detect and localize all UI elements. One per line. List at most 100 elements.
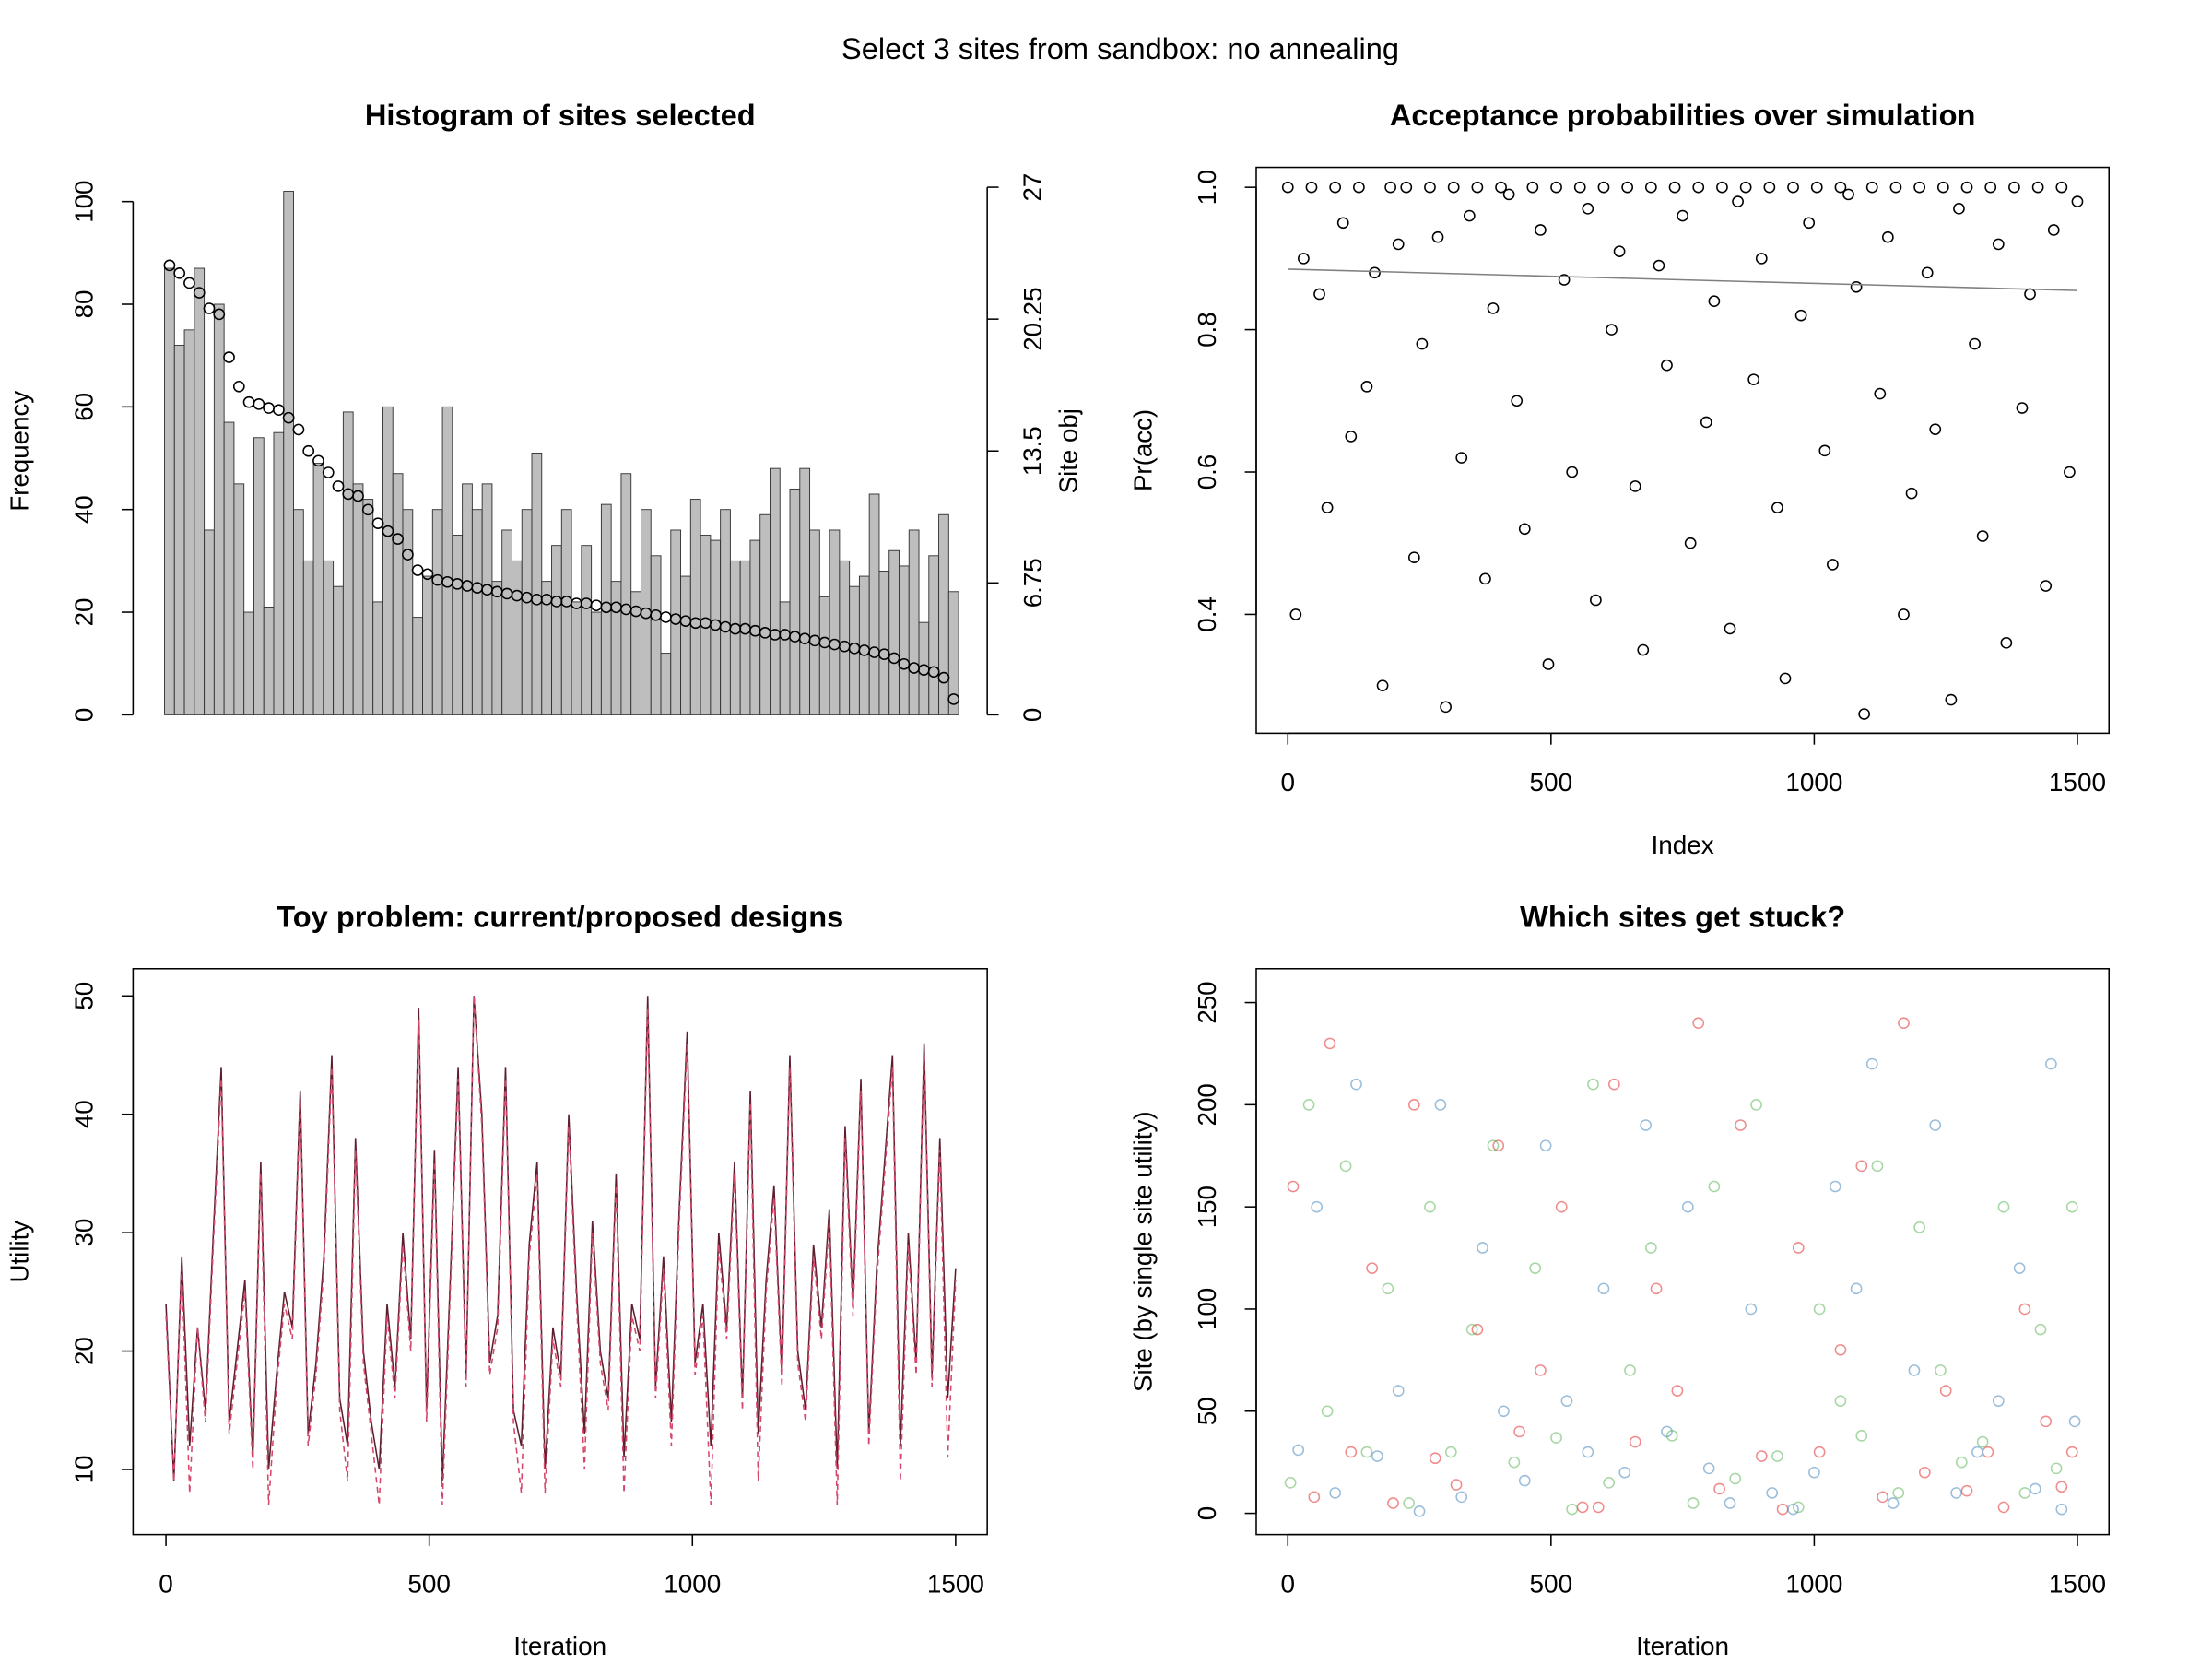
point (371, 517, 384, 529)
point (1692, 181, 1705, 194)
y-axis-label: Frequency (6, 391, 34, 512)
point (1871, 1160, 1884, 1173)
point (1513, 1425, 1525, 1438)
point (1463, 209, 1476, 222)
bar (481, 483, 493, 715)
bar (899, 565, 910, 715)
point (1345, 1446, 1358, 1458)
tick-label: 500 (1530, 1569, 1573, 1598)
bar (689, 499, 701, 715)
point (1403, 1497, 1415, 1509)
point (1511, 395, 1524, 407)
point (2008, 181, 2020, 194)
point (1608, 1078, 1620, 1091)
bar (720, 509, 731, 715)
point (263, 402, 275, 414)
point (1729, 1472, 1742, 1485)
point (392, 533, 404, 545)
bar (173, 345, 185, 715)
point (1518, 523, 1531, 536)
tick-label: 27 (1018, 173, 1047, 202)
bar (551, 545, 562, 715)
point (1877, 1491, 1889, 1504)
point (1450, 1479, 1463, 1491)
bar (729, 560, 741, 715)
point (253, 398, 265, 410)
bar (501, 529, 512, 715)
point (402, 549, 414, 561)
point (1997, 1200, 2010, 1213)
y-axis-label: Utility (6, 1221, 34, 1283)
point (1590, 594, 1602, 607)
point (213, 308, 226, 321)
point (1592, 1501, 1605, 1514)
tick-label: 1000 (1785, 768, 1842, 797)
panel-title: Acceptance probabilities over simulation (1390, 99, 1976, 132)
bar (253, 437, 265, 715)
point (1431, 230, 1444, 243)
point (1465, 1323, 1478, 1336)
bar (650, 555, 662, 715)
bar (333, 585, 344, 715)
tick-label: 1.0 (1193, 170, 1221, 205)
tick-label: 100 (69, 181, 98, 223)
point (1677, 209, 1688, 222)
x-axis-label: Index (1651, 831, 1713, 859)
point (1834, 1395, 1847, 1407)
bar (809, 529, 820, 715)
point (888, 652, 900, 665)
y2-axis-label: Site obj (1053, 408, 1082, 493)
point (1787, 1503, 1799, 1516)
point (1992, 1395, 2005, 1407)
point (2040, 580, 2053, 592)
point (1498, 1405, 1510, 1418)
point (1681, 1200, 1694, 1213)
bar (947, 591, 959, 715)
point (1555, 1200, 1568, 1213)
point (1400, 181, 1413, 194)
point (1661, 359, 1673, 372)
point (2024, 288, 2036, 301)
point (947, 693, 960, 705)
point (1542, 658, 1555, 670)
point (1302, 1099, 1315, 1111)
point (1387, 1497, 1399, 1509)
point (1539, 1139, 1552, 1151)
point (1566, 466, 1579, 478)
bar (312, 463, 324, 715)
tick-label: 250 (1193, 981, 1221, 1023)
point (163, 259, 176, 272)
point (1618, 1466, 1631, 1479)
point (1771, 502, 1783, 513)
point (1771, 1450, 1783, 1462)
point (273, 404, 285, 417)
point (1671, 1385, 1684, 1397)
point (1829, 1180, 1841, 1193)
line (165, 996, 957, 1505)
point (590, 599, 603, 611)
point (1905, 487, 1918, 500)
point (1336, 217, 1349, 230)
y-axis-label: Pr(acc) (1128, 409, 1157, 491)
point (322, 466, 335, 478)
point (1763, 181, 1776, 194)
point (1629, 1435, 1641, 1448)
tick-label: 60 (69, 393, 98, 421)
point (1353, 181, 1365, 194)
point (183, 277, 195, 289)
point (1479, 572, 1491, 585)
point (1810, 181, 1823, 194)
bar (183, 329, 195, 715)
point (1369, 266, 1381, 279)
bar (680, 575, 691, 715)
point (1881, 230, 1894, 243)
point (1321, 1405, 1334, 1418)
point (1597, 181, 1610, 194)
point (1550, 181, 1562, 194)
point (1735, 1119, 1747, 1131)
point (1776, 1503, 1789, 1516)
point (1755, 1450, 1768, 1462)
point (1447, 181, 1460, 194)
point (242, 395, 255, 408)
